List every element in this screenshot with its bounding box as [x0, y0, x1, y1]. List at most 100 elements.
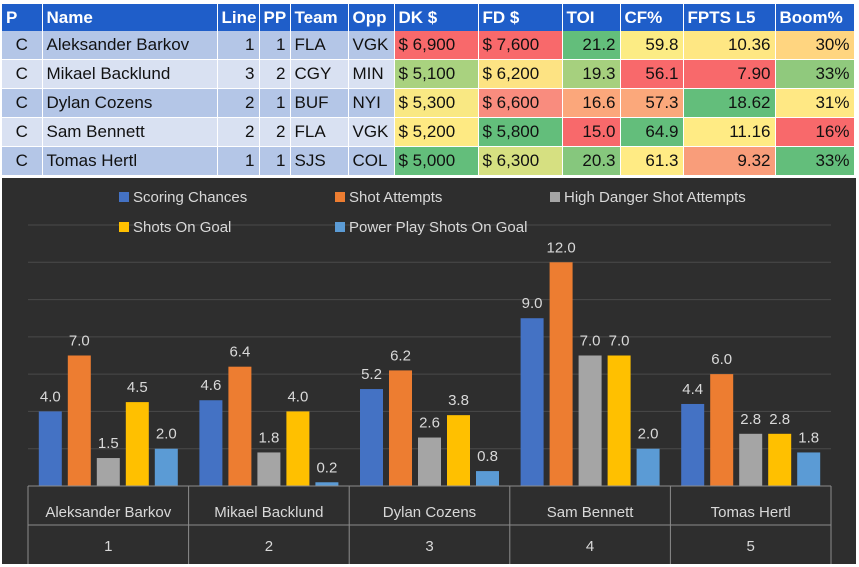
toi-cell: 21.2	[562, 31, 621, 60]
toi-cell: 15.0	[562, 117, 621, 147]
legend-label: Shot Attempts	[349, 189, 442, 206]
boom-percent-cell: 31%	[775, 88, 855, 118]
cf-percent-cell: 56.1	[620, 59, 684, 89]
legend-label: High Danger Shot Attempts	[564, 189, 746, 206]
column-header[interactable]: TOI	[562, 4, 621, 31]
data-label: 1.8	[258, 429, 279, 446]
bar	[636, 448, 660, 486]
data-label: 4.6	[200, 377, 221, 394]
data-label: 2.8	[769, 411, 790, 428]
bar	[38, 411, 62, 486]
data-label: 2.0	[156, 426, 177, 443]
cf-percent-cell: 61.3	[620, 146, 684, 176]
data-label: 7.0	[69, 333, 90, 350]
bar	[768, 433, 792, 486]
fd-salary-cell: $ 6,600	[478, 88, 563, 118]
legend-label: Power Play Shots On Goal	[349, 219, 527, 236]
bar	[389, 370, 412, 486]
fpts-l5-cell: 7.90	[683, 59, 776, 89]
bar-chart: Scoring Chances Shot Attempts High Danger …	[27, 189, 832, 564]
data-label: 0.2	[316, 459, 337, 476]
category-number: 4	[586, 538, 594, 555]
category-number: 2	[265, 538, 273, 555]
fpts-l5-cell: 18.62	[683, 88, 776, 118]
opponent-cell: VGK	[348, 31, 395, 60]
bar	[286, 411, 310, 486]
data-label: 12.0	[546, 239, 575, 256]
dk-salary-cell: $ 5,000	[394, 146, 479, 176]
bar	[228, 366, 252, 486]
bar	[681, 403, 705, 486]
category-number: 1	[104, 538, 112, 555]
data-label: 4.0	[40, 388, 61, 405]
line-cell: 2	[217, 88, 260, 118]
opponent-cell: NYI	[348, 88, 395, 118]
table-row[interactable]: C Sam Bennett 2 2 FLA VGK $ 5,200 $ 5,800 15.0 64…	[2, 117, 855, 147]
data-label: 1.5	[98, 435, 119, 452]
position-cell: C	[2, 117, 43, 147]
column-header[interactable]: FPTS L5	[683, 4, 776, 31]
data-label: 4.0	[287, 388, 308, 405]
legend-swatch	[335, 222, 345, 232]
bar	[199, 400, 223, 486]
column-header[interactable]: Boom%	[775, 4, 855, 31]
column-header[interactable]: CF%	[620, 4, 684, 31]
column-header[interactable]: Team	[290, 4, 349, 31]
pp-cell: 1	[259, 88, 291, 118]
column-header[interactable]: Opp	[348, 4, 395, 31]
bar	[125, 402, 149, 486]
position-cell: C	[2, 59, 43, 89]
data-label: 4.4	[682, 381, 703, 398]
column-header[interactable]: P	[2, 4, 43, 31]
pp-cell: 2	[259, 59, 291, 89]
legend-label: Scoring Chances	[133, 189, 247, 206]
bar	[447, 415, 470, 486]
data-label: 0.8	[477, 448, 498, 465]
data-label: 1.8	[798, 429, 819, 446]
team-cell: FLA	[290, 31, 349, 60]
column-header[interactable]: Line	[217, 4, 260, 31]
legend-swatch	[119, 192, 129, 202]
cf-percent-cell: 64.9	[620, 117, 684, 147]
bar	[67, 355, 91, 486]
line-cell: 1	[217, 31, 260, 60]
cf-percent-cell: 59.8	[620, 31, 684, 60]
bar	[578, 355, 602, 486]
category-number: 5	[747, 538, 755, 555]
category-label: Sam Bennett	[547, 504, 635, 521]
toi-cell: 19.3	[562, 59, 621, 89]
team-cell: BUF	[290, 88, 349, 118]
table-row[interactable]: C Tomas Hertl 1 1 SJS COL $ 5,000 $ 6,300 20.3 61…	[2, 146, 855, 176]
data-label: 4.5	[127, 379, 148, 396]
data-label: 5.2	[361, 366, 382, 383]
bar	[476, 471, 499, 486]
opponent-cell: COL	[348, 146, 395, 176]
bar	[418, 437, 441, 486]
legend-label: Shots On Goal	[133, 219, 231, 236]
column-header[interactable]: PP	[259, 4, 291, 31]
column-header[interactable]: DK $	[394, 4, 479, 31]
bar	[739, 433, 763, 486]
team-cell: CGY	[290, 59, 349, 89]
data-label: 3.8	[448, 392, 469, 409]
data-label: 9.0	[522, 295, 543, 312]
boom-percent-cell: 16%	[775, 117, 855, 147]
boom-percent-cell: 33%	[775, 59, 855, 89]
data-label: 2.8	[740, 411, 761, 428]
legend-swatch	[119, 222, 129, 232]
toi-cell: 20.3	[562, 146, 621, 176]
player-name-cell: Sam Bennett	[42, 117, 218, 147]
team-cell: SJS	[290, 146, 349, 176]
fd-salary-cell: $ 6,300	[478, 146, 563, 176]
category-label: Dylan Cozens	[383, 504, 476, 521]
column-header[interactable]: FD $	[478, 4, 563, 31]
team-cell: FLA	[290, 117, 349, 147]
chart-panel: Scoring Chances Shot Attempts High Danger …	[2, 178, 856, 564]
bar	[154, 448, 178, 486]
category-label: Mikael Backlund	[214, 504, 323, 521]
table-row[interactable]: C Aleksander Barkov 1 1 FLA VGK $ 6,900 $ 7,600…	[2, 31, 855, 60]
table-row[interactable]: C Mikael Backlund 3 2 CGY MIN $ 5,100 $ 6,200 19…	[2, 59, 855, 89]
table-row[interactable]: C Dylan Cozens 2 1 BUF NYI $ 5,300 $ 6,600 16.6 5…	[2, 88, 855, 118]
column-header[interactable]: Name	[42, 4, 218, 31]
player-name-cell: Tomas Hertl	[42, 146, 218, 176]
